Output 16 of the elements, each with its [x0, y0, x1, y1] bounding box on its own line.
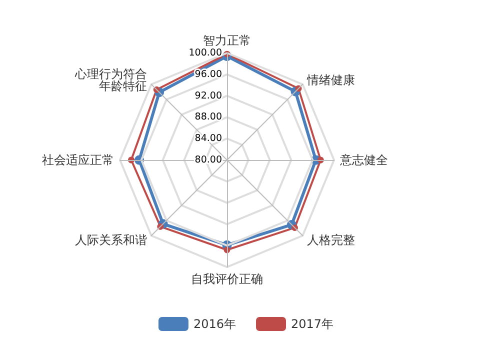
- spoke-label: 自我评价正确: [191, 272, 263, 286]
- legend-label: 2016年: [193, 317, 236, 331]
- y-tick-label: 92.00: [194, 90, 222, 102]
- spoke-label: 人际关系和谐: [75, 232, 148, 247]
- spoke-label: 智力正常: [203, 34, 251, 48]
- y-tick-label: 96.00: [194, 68, 222, 80]
- y-tick-label: 80.00: [194, 154, 222, 166]
- legend-label: 2017年: [291, 317, 334, 331]
- spoke-label: 人格完整: [306, 232, 355, 247]
- spoke-label: 心理行为符合年龄特征: [74, 67, 148, 94]
- y-tick-label: 88.00: [194, 112, 222, 123]
- spoke-label: 情绪健康: [306, 73, 355, 88]
- spoke-label: 社会适应正常: [42, 153, 114, 167]
- y-tick-label: 100.00: [188, 48, 222, 58]
- y-tick-label: 84.00: [194, 133, 222, 144]
- spoke-label: 意志健全: [339, 153, 388, 167]
